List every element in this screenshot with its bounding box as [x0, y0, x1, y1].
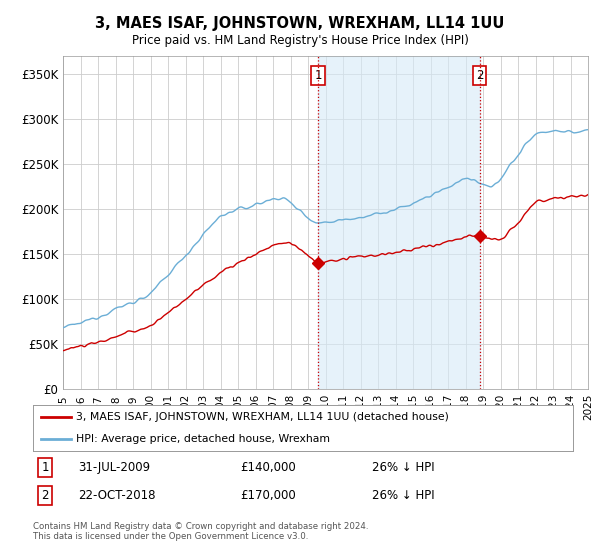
Text: 31-JUL-2009: 31-JUL-2009 — [78, 461, 150, 474]
Text: 1: 1 — [41, 461, 49, 474]
Text: 26% ↓ HPI: 26% ↓ HPI — [372, 461, 434, 474]
Text: 3, MAES ISAF, JOHNSTOWN, WREXHAM, LL14 1UU: 3, MAES ISAF, JOHNSTOWN, WREXHAM, LL14 1… — [95, 16, 505, 31]
Text: 1: 1 — [314, 69, 322, 82]
Text: £140,000: £140,000 — [240, 461, 296, 474]
Text: 2: 2 — [476, 69, 484, 82]
Text: Price paid vs. HM Land Registry's House Price Index (HPI): Price paid vs. HM Land Registry's House … — [131, 34, 469, 46]
Text: £170,000: £170,000 — [240, 489, 296, 502]
Text: 2: 2 — [41, 489, 49, 502]
Text: Contains HM Land Registry data © Crown copyright and database right 2024.
This d: Contains HM Land Registry data © Crown c… — [33, 522, 368, 542]
Bar — [318, 56, 479, 389]
Text: HPI: Average price, detached house, Wrexham: HPI: Average price, detached house, Wrex… — [76, 435, 330, 444]
Text: 26% ↓ HPI: 26% ↓ HPI — [372, 489, 434, 502]
Text: 3, MAES ISAF, JOHNSTOWN, WREXHAM, LL14 1UU (detached house): 3, MAES ISAF, JOHNSTOWN, WREXHAM, LL14 1… — [76, 412, 449, 422]
Text: 22-OCT-2018: 22-OCT-2018 — [78, 489, 155, 502]
